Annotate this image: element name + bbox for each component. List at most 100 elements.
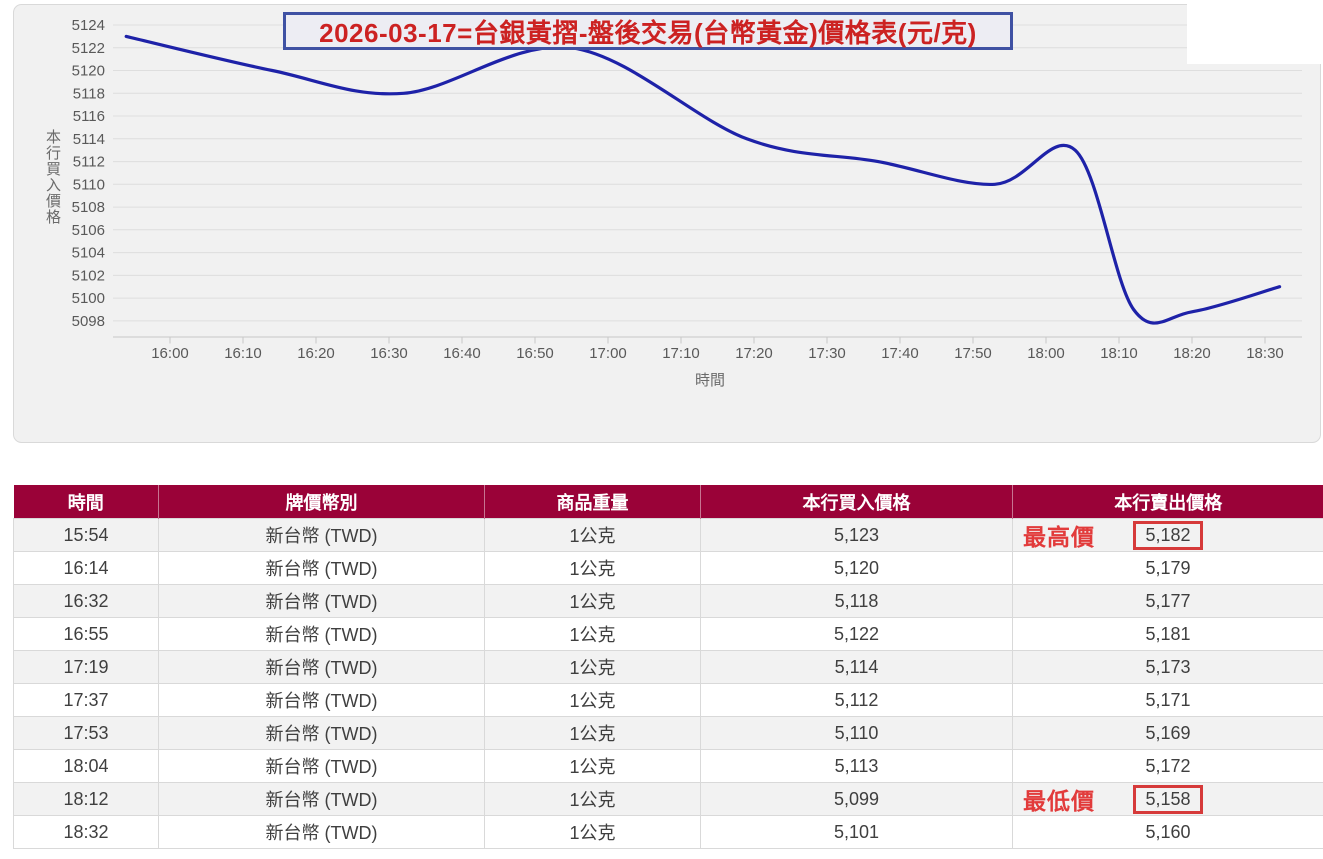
cell-sell-price: 5,172	[1012, 749, 1323, 783]
svg-text:5106: 5106	[72, 222, 105, 239]
svg-text:5108: 5108	[72, 199, 105, 216]
table-row: 18:32 新台幣 (TWD) 1公克 5,101 5,160	[13, 815, 1323, 849]
svg-text:17:30: 17:30	[808, 345, 846, 362]
price-extreme-label: 最低價	[1023, 788, 1095, 814]
svg-text:16:40: 16:40	[443, 345, 481, 362]
cell-time: 15:54	[13, 518, 159, 552]
svg-text:5124: 5124	[72, 17, 105, 34]
table-row: 17:53 新台幣 (TWD) 1公克 5,110 5,169	[13, 716, 1323, 750]
cell-currency: 新台幣 (TWD)	[158, 749, 485, 783]
cell-buy-price: 5,120	[700, 551, 1013, 585]
svg-text:16:10: 16:10	[224, 345, 262, 362]
cell-weight: 1公克	[484, 551, 701, 585]
cell-sell-price: 5,177	[1012, 584, 1323, 618]
table-row: 16:55 新台幣 (TWD) 1公克 5,122 5,181	[13, 617, 1323, 651]
sell-price: 5,179	[1145, 557, 1191, 578]
cell-sell-price: 5,173	[1012, 650, 1323, 684]
table-row: 18:04 新台幣 (TWD) 1公克 5,113 5,172	[13, 749, 1323, 783]
cell-sell-price: 5,171	[1012, 683, 1323, 717]
svg-text:5120: 5120	[72, 63, 105, 80]
svg-text:5122: 5122	[72, 40, 105, 57]
svg-text:18:00: 18:00	[1027, 345, 1065, 362]
chart-panel	[13, 4, 1321, 443]
svg-text:18:10: 18:10	[1100, 345, 1138, 362]
cell-weight: 1公克	[484, 683, 701, 717]
header-currency: 牌價幣別	[158, 485, 485, 519]
svg-text:5114: 5114	[73, 131, 105, 148]
sell-price: 5,173	[1145, 656, 1191, 677]
cell-weight: 1公克	[484, 815, 701, 849]
cell-sell-price: 5,169	[1012, 716, 1323, 750]
buy-price-line-chart: 5124 5122 5120 5118 5116 5114 5112 5110 5108 5106…	[13, 4, 1321, 443]
svg-text:18:20: 18:20	[1173, 345, 1211, 362]
cell-buy-price: 5,113	[700, 749, 1013, 783]
cell-weight: 1公克	[484, 716, 701, 750]
table-header: 時間 牌價幣別 商品重量 本行買入價格 本行賣出價格	[13, 485, 1323, 519]
svg-text:5118: 5118	[73, 85, 105, 102]
price-extreme-label: 最高價	[1023, 524, 1095, 550]
svg-text:17:50: 17:50	[954, 345, 992, 362]
y-tick-labels: 5124 5122 5120 5118 5116 5114 5112 5110 5108 5106…	[72, 17, 105, 330]
header-sell-price: 本行賣出價格	[1012, 485, 1323, 519]
highlighted-price: 5,158	[1133, 784, 1203, 814]
x-axis-title: 時間	[694, 372, 725, 389]
cell-currency: 新台幣 (TWD)	[158, 782, 485, 816]
table-body: 15:54 新台幣 (TWD) 1公克 5,123 最高價 5,182 16:14 新台幣 (…	[13, 518, 1323, 849]
cell-time: 16:32	[13, 584, 159, 618]
svg-text:17:10: 17:10	[662, 345, 700, 362]
svg-text:5102: 5102	[72, 267, 105, 284]
sell-price: 5,171	[1145, 689, 1191, 710]
svg-text:5112: 5112	[73, 154, 105, 171]
cell-buy-price: 5,114	[700, 650, 1013, 684]
y-axis-title: 本行買入價格	[44, 129, 61, 225]
cell-weight: 1公克	[484, 650, 701, 684]
svg-text:5116: 5116	[73, 108, 105, 125]
cell-currency: 新台幣 (TWD)	[158, 683, 485, 717]
cell-sell-price: 5,179	[1012, 551, 1323, 585]
sell-price: 5,169	[1145, 722, 1191, 743]
cell-buy-price: 5,118	[700, 584, 1013, 618]
table-row: 17:37 新台幣 (TWD) 1公克 5,112 5,171	[13, 683, 1323, 717]
svg-text:5100: 5100	[72, 290, 105, 307]
cell-weight: 1公克	[484, 749, 701, 783]
cell-time: 18:12	[13, 782, 159, 816]
cell-buy-price: 5,099	[700, 782, 1013, 816]
cell-time: 18:32	[13, 815, 159, 849]
x-axis-tick-marks	[169, 337, 1266, 344]
svg-text:16:30: 16:30	[370, 345, 408, 362]
cell-sell-price: 最低價 5,158	[1012, 782, 1323, 816]
chart-title: 2026-03-17=台銀黃摺-盤後交易(台幣黃金)價格表(元/克)	[319, 17, 977, 48]
cell-time: 17:37	[13, 683, 159, 717]
cell-buy-price: 5,110	[700, 716, 1013, 750]
table-row: 16:32 新台幣 (TWD) 1公克 5,118 5,177	[13, 584, 1323, 618]
svg-text:18:30: 18:30	[1246, 345, 1284, 362]
header-time: 時間	[13, 485, 159, 519]
cell-weight: 1公克	[484, 782, 701, 816]
sell-price: 5,172	[1145, 755, 1191, 776]
cell-buy-price: 5,123	[700, 518, 1013, 552]
svg-text:5098: 5098	[72, 313, 105, 330]
svg-text:17:20: 17:20	[735, 345, 773, 362]
buy-price-line	[124, 34, 1282, 325]
cell-buy-price: 5,112	[700, 683, 1013, 717]
cell-currency: 新台幣 (TWD)	[158, 650, 485, 684]
cell-time: 16:55	[13, 617, 159, 651]
header-weight: 商品重量	[484, 485, 701, 519]
svg-text:16:20: 16:20	[297, 345, 335, 362]
cell-time: 16:14	[13, 551, 159, 585]
sell-price: 5,181	[1145, 623, 1191, 644]
table-row: 15:54 新台幣 (TWD) 1公克 5,123 最高價 5,182	[13, 518, 1323, 552]
cell-weight: 1公克	[484, 584, 701, 618]
highlighted-price: 5,182	[1133, 520, 1203, 550]
table-row: 17:19 新台幣 (TWD) 1公克 5,114 5,173	[13, 650, 1323, 684]
cell-time: 17:19	[13, 650, 159, 684]
cell-weight: 1公克	[484, 518, 701, 552]
cell-sell-price: 5,181	[1012, 617, 1323, 651]
cell-sell-price: 最高價 5,182	[1012, 518, 1323, 552]
cell-buy-price: 5,101	[700, 815, 1013, 849]
gridlines	[113, 24, 1302, 322]
cell-currency: 新台幣 (TWD)	[158, 617, 485, 651]
table-row: 16:14 新台幣 (TWD) 1公克 5,120 5,179	[13, 551, 1323, 585]
cell-currency: 新台幣 (TWD)	[158, 551, 485, 585]
cell-currency: 新台幣 (TWD)	[158, 584, 485, 618]
